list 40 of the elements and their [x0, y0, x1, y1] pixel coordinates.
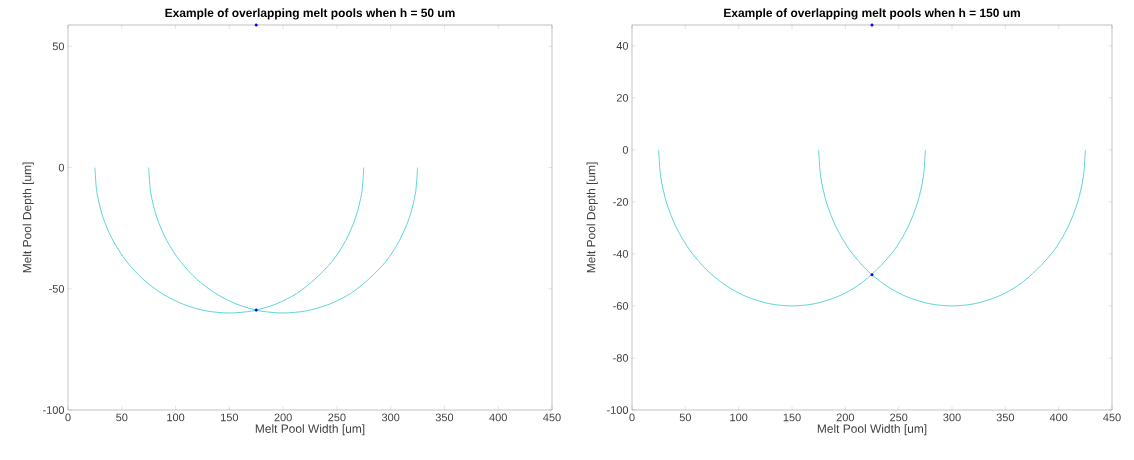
y-tick-label: 0: [622, 145, 629, 154]
y-tick-label: -80: [613, 354, 629, 362]
x-tick-label: 150: [783, 413, 801, 422]
y-tick-label: -100: [43, 406, 65, 414]
x-tick-label: 0: [629, 413, 635, 422]
x-tick-label: 50: [116, 413, 128, 422]
y-tick-label: 50: [52, 42, 65, 51]
x-tick-label: 200: [836, 413, 855, 422]
y-tick-label: -60: [613, 302, 629, 310]
x-tick-label: 400: [1049, 413, 1068, 422]
x-tick-label: 450: [543, 413, 561, 422]
y-tick-label: -50: [49, 284, 65, 293]
x-tick-label: 150: [221, 413, 239, 422]
y-tick-label: -40: [613, 250, 629, 258]
y-axis-title: Melt Pool Depth [um]: [586, 162, 598, 273]
line-series: [658, 149, 926, 307]
x-tick-label: 0: [65, 413, 71, 422]
y-tick-label: -20: [613, 198, 629, 206]
x-axis-title: Melt Pool Width [um]: [817, 424, 927, 436]
x-tick-label: 50: [679, 413, 691, 422]
x-tick-label: 100: [167, 413, 185, 422]
x-tick-label: 450: [1103, 413, 1121, 422]
x-tick-label: 300: [943, 413, 961, 422]
x-axis-title: Melt Pool Width [um]: [255, 424, 365, 436]
x-tick-label: 300: [381, 413, 400, 422]
x-tick-label: 350: [435, 413, 454, 422]
x-tick-label: 200: [274, 413, 292, 422]
chart-title: Example of overlapping melt pools when h = 150 um: [724, 8, 1020, 20]
x-tick-label: 250: [890, 413, 908, 422]
x-tick-label: 250: [328, 413, 346, 422]
x-tick-label: 100: [730, 413, 748, 422]
y-axis-title: Melt Pool Depth [um]: [22, 162, 34, 273]
x-tick-label: 350: [996, 413, 1015, 422]
y-tick-label: 20: [616, 93, 629, 102]
line-series: [818, 149, 1086, 307]
y-tick-label: 40: [616, 41, 629, 50]
x-tick-label: 400: [489, 413, 507, 422]
y-tick-label: 0: [58, 163, 65, 172]
chart-title: Example of overlapping melt pools when h = 50 um: [165, 8, 455, 20]
y-tick-label: -100: [607, 406, 629, 414]
